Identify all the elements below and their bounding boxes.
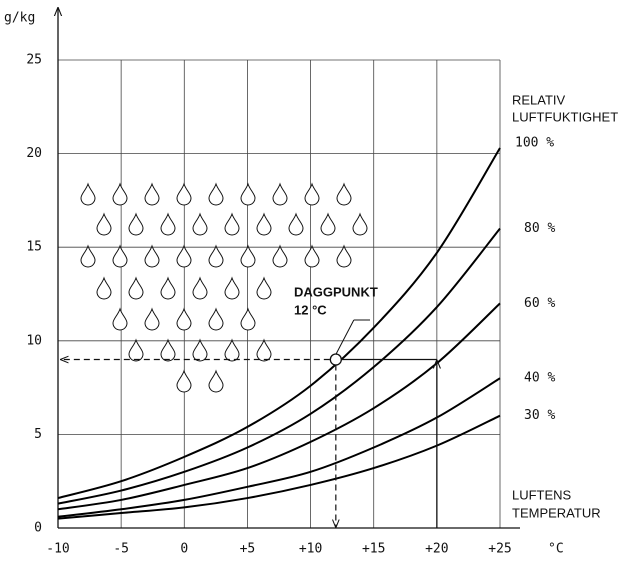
- x-tick-label: +20: [425, 542, 448, 557]
- droplet: [192, 212, 208, 236]
- droplet: [304, 182, 320, 206]
- legend-label: 30 %: [524, 408, 555, 423]
- y-axis-label: g/kg: [4, 11, 35, 26]
- dew-point: [329, 353, 342, 366]
- droplet: [80, 182, 96, 206]
- humidity-curve: [57, 414, 501, 520]
- x-tick-label: 0: [180, 542, 188, 557]
- x-tick-label: +10: [299, 542, 322, 557]
- legend-title: RELATIV: [512, 92, 566, 107]
- droplet: [224, 338, 240, 362]
- droplet: [336, 244, 352, 268]
- y-tick-label: 15: [26, 240, 42, 255]
- droplet: [208, 307, 224, 331]
- droplet: [224, 276, 240, 300]
- legend-label: 100 %: [515, 135, 554, 150]
- legend-label: 60 %: [524, 296, 555, 311]
- droplet: [112, 182, 128, 206]
- x-tick-label: +5: [240, 542, 256, 557]
- droplet: [160, 338, 176, 362]
- droplet: [160, 276, 176, 300]
- droplet: [208, 369, 224, 393]
- droplet: [128, 276, 144, 300]
- droplet: [224, 212, 240, 236]
- droplet: [256, 212, 272, 236]
- humidity-curve: [57, 302, 501, 511]
- droplet: [96, 276, 112, 300]
- droplet: [112, 244, 128, 268]
- legend-label: 40 %: [524, 371, 555, 386]
- legend-label: 80 %: [524, 221, 555, 236]
- droplet: [176, 182, 192, 206]
- droplet: [272, 244, 288, 268]
- humidity-curve: [57, 147, 501, 500]
- x-tick-label: -10: [46, 542, 69, 557]
- droplet: [320, 212, 336, 236]
- droplet: [144, 307, 160, 331]
- y-tick-label: 25: [26, 53, 42, 68]
- x-title: TEMPERATUR: [512, 505, 601, 520]
- droplet: [176, 307, 192, 331]
- droplet: [336, 182, 352, 206]
- humidity-curve: [57, 377, 501, 518]
- droplet: [112, 307, 128, 331]
- y-tick-label: 5: [34, 427, 42, 442]
- droplet: [256, 276, 272, 300]
- y-tick-label: 0: [34, 521, 42, 536]
- x-tick-label: +15: [362, 542, 385, 557]
- droplet: [128, 212, 144, 236]
- x-tick-label: -5: [113, 542, 129, 557]
- droplet: [240, 307, 256, 331]
- dew-point-title: DAGGPUNKT: [294, 284, 378, 299]
- droplet: [160, 212, 176, 236]
- droplet: [80, 244, 96, 268]
- droplet: [192, 338, 208, 362]
- y-tick-label: 20: [26, 146, 42, 161]
- droplet: [304, 244, 320, 268]
- y-tick-label: 10: [26, 333, 42, 348]
- x-tick-label: +25: [488, 542, 511, 557]
- droplet: [272, 182, 288, 206]
- humidity-curve: [57, 227, 501, 505]
- droplet: [128, 338, 144, 362]
- legend-title: LUFTFUKTIGHET: [512, 109, 618, 124]
- x-title: LUFTENS: [512, 487, 572, 502]
- droplet: [288, 212, 304, 236]
- droplet: [208, 182, 224, 206]
- droplet: [144, 182, 160, 206]
- droplet: [240, 182, 256, 206]
- droplet: [352, 212, 368, 236]
- droplet: [208, 244, 224, 268]
- droplet: [176, 244, 192, 268]
- dew-point-label: 12 °C: [294, 302, 327, 317]
- droplet: [256, 338, 272, 362]
- droplet: [144, 244, 160, 268]
- droplet: [240, 244, 256, 268]
- dew-point-leader: [335, 319, 355, 355]
- droplet: [96, 212, 112, 236]
- droplet: [192, 276, 208, 300]
- x-axis-label: °C: [548, 542, 564, 557]
- droplet: [176, 369, 192, 393]
